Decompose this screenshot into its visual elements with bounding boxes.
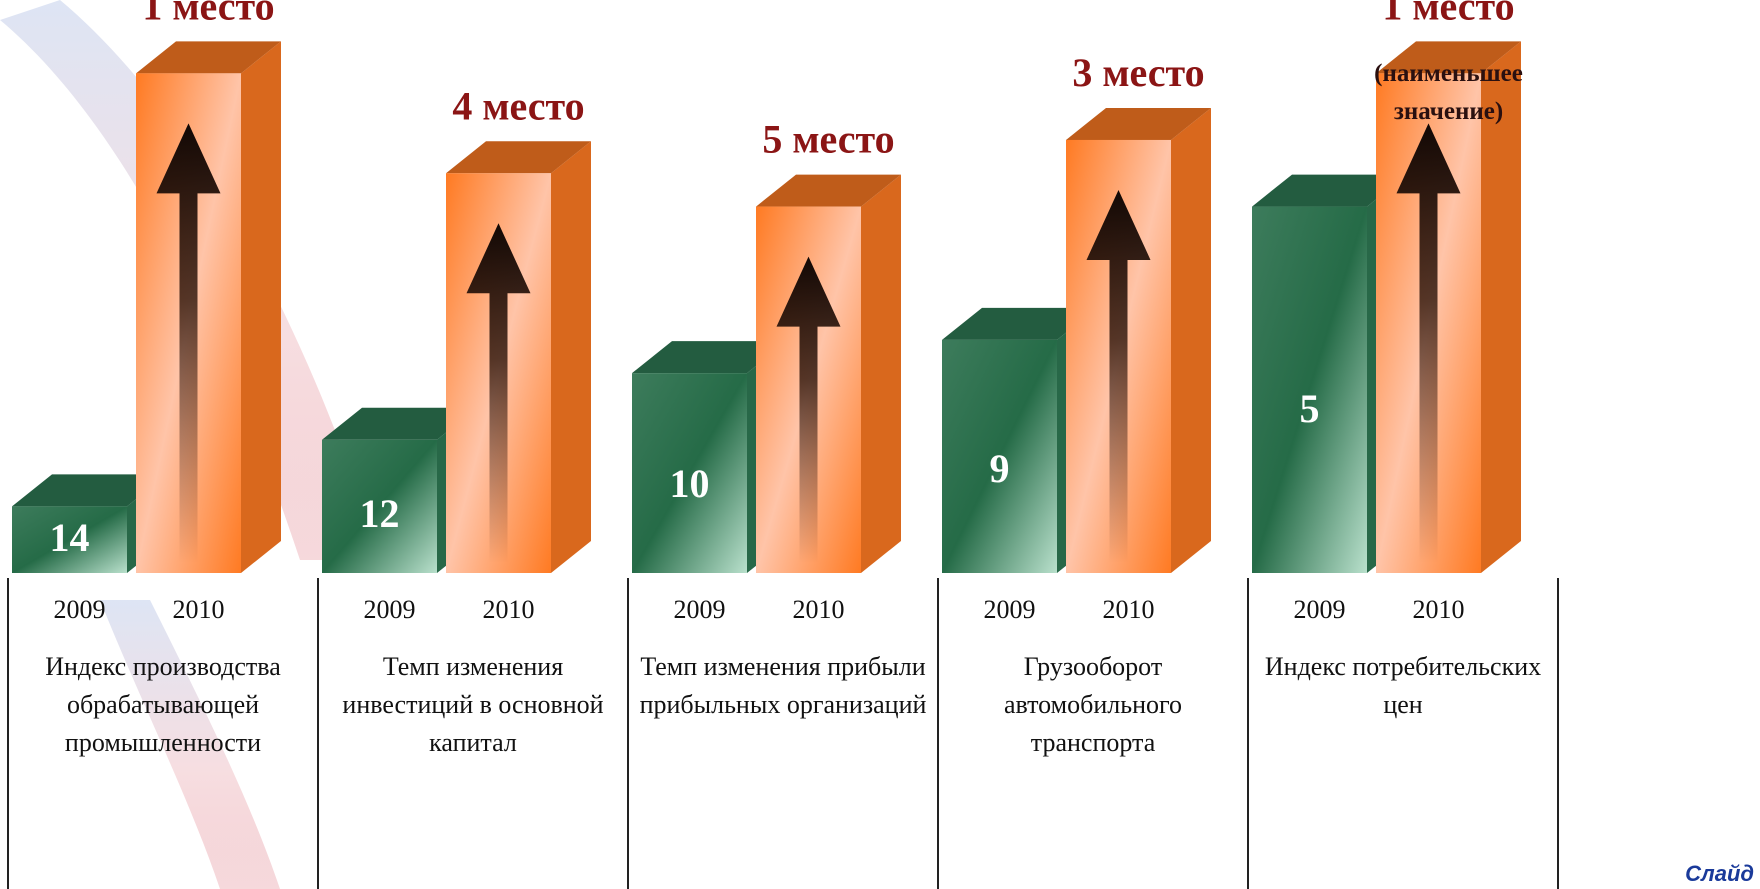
bar-top [12, 474, 167, 507]
category-label: Индекс производства обрабатывающей промы… [45, 652, 281, 757]
category-label: Индекс потребительских цен [1264, 652, 1542, 719]
category-label: Грузооборот автомобильного транспорта [1003, 652, 1183, 757]
bar [632, 373, 747, 573]
bar-top [1252, 174, 1407, 207]
bar-top [1376, 41, 1521, 74]
year-label: 2009 [984, 595, 1036, 624]
background-swoosh [100, 600, 280, 889]
bar-side [1481, 41, 1521, 573]
bar [942, 339, 1057, 573]
value-label: 5 [1300, 386, 1320, 431]
year-label: 2010 [173, 595, 225, 624]
year-label: 2009 [54, 595, 106, 624]
year-label: 2009 [674, 595, 726, 624]
value-label: 9 [990, 446, 1010, 491]
value-label: 12 [360, 491, 400, 536]
bar-side [241, 41, 281, 573]
year-label: 2010 [1103, 595, 1155, 624]
bar-top [756, 174, 901, 207]
bar [1252, 206, 1367, 573]
category-label: Темп изменения прибыли прибыльных органи… [639, 652, 927, 719]
bar-side [1171, 107, 1211, 573]
bar [322, 439, 437, 573]
bar-side [861, 174, 901, 573]
value-label: 1 место [142, 0, 274, 28]
value-label: 3 место [1072, 50, 1204, 95]
arrow [1396, 123, 1461, 563]
arrow [466, 223, 531, 563]
year-label: 2009 [364, 595, 416, 624]
bar [12, 506, 127, 573]
year-label: 2010 [793, 595, 845, 624]
bar-top [322, 407, 477, 440]
value-label: 14 [50, 515, 90, 560]
bar-top [632, 341, 787, 374]
annotation: (наименьшее значение) [1374, 60, 1523, 126]
slide-footer: Слайд [1685, 861, 1754, 886]
value-label: 10 [670, 461, 710, 506]
year-label: 2010 [1413, 595, 1465, 624]
bar-side [551, 141, 591, 573]
value-label: 1 место [1382, 0, 1514, 28]
bar-top [1066, 107, 1211, 140]
arrow [776, 256, 841, 563]
category-label: Темп изменения инвестиций в основной кап… [342, 652, 604, 757]
value-label: 4 место [452, 83, 584, 128]
bar-top [942, 307, 1097, 340]
value-label: 5 место [762, 117, 894, 162]
arrow [156, 123, 221, 563]
bar-top [446, 141, 591, 174]
year-label: 2010 [483, 595, 535, 624]
arrow [1086, 189, 1151, 563]
bar-top [136, 41, 281, 74]
year-label: 2009 [1294, 595, 1346, 624]
